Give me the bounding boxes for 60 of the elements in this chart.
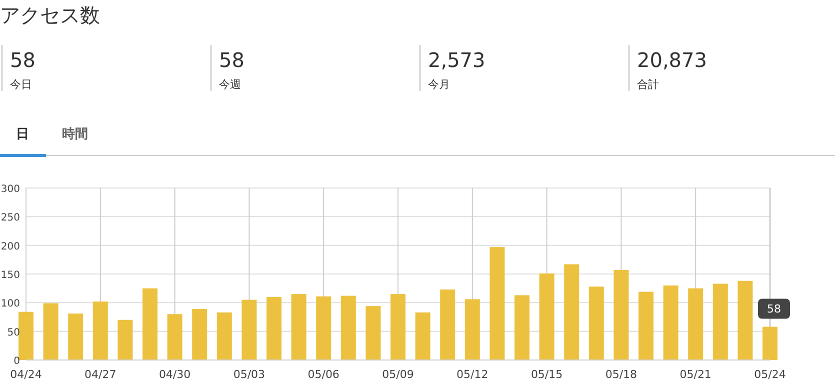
bar [490,247,505,360]
bar [316,296,332,360]
bar [192,308,208,360]
y-tick-label: 0 [14,356,20,367]
bar [291,294,306,360]
bar [738,280,753,360]
y-tick-label: 200 [0,241,20,252]
bar [340,296,356,360]
bar [43,303,58,360]
bar [118,320,133,360]
text: 今日 [10,77,32,92]
text: 20,873 [637,48,707,72]
bar [242,300,257,360]
bar [464,299,480,360]
bar [588,286,604,360]
bar [688,288,704,360]
x-tick-label: 05/03 [233,368,266,381]
bar [539,273,554,360]
bar [68,314,84,360]
text: アクセス数 [0,2,100,29]
bar [663,285,678,360]
text: 今週 [219,77,241,92]
y-tick-label: 250 [0,212,20,224]
text: 2,573 [428,48,486,72]
text: 58 [10,48,36,72]
y-tick-label: 150 [0,270,20,281]
text: 今月 [428,77,450,92]
text: 日 [16,126,29,143]
bar [514,295,530,360]
x-tick-label: 05/06 [308,368,340,381]
bar [762,326,778,360]
text: 58 [219,48,244,72]
x-tick-label: 05/12 [456,368,488,381]
bar [142,288,158,360]
bar [92,302,108,360]
x-tick-label: 05/09 [382,368,414,381]
bar [415,312,430,360]
bar [216,312,232,360]
bar [266,296,282,360]
x-tick-label: 05/15 [530,368,563,381]
bar [614,270,629,360]
x-tick-label: 05/18 [605,368,638,381]
bar [390,294,406,360]
x-tick-label: 04/30 [158,368,191,381]
bar [18,312,34,360]
bar [440,289,456,360]
x-tick-label: 04/27 [84,368,116,381]
y-tick-label: 300 [0,184,20,195]
bar [712,284,728,360]
bar [638,292,654,360]
bar [167,314,182,360]
y-tick-label: 100 [0,298,20,310]
bar [366,306,381,360]
bar [564,264,580,360]
x-tick-label: 04/24 [10,368,42,381]
text: 合計 [637,77,659,92]
x-tick-label: 05/21 [680,368,712,381]
data-label: 58 [767,302,781,316]
x-tick-label: 05/24 [754,368,786,381]
text: 時間 [62,126,88,143]
